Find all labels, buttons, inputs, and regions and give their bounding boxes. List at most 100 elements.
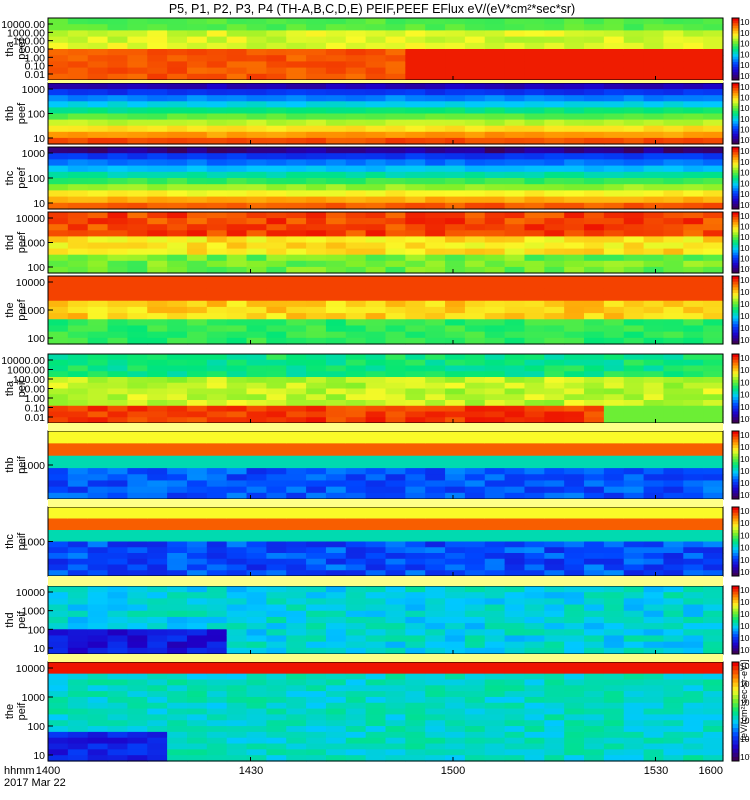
heatmap-cell: [325, 461, 347, 469]
colorbar-swatch: [732, 555, 739, 560]
heatmap-cell: [464, 388, 486, 395]
colorbar-tick-label: 10³: [740, 135, 750, 145]
colorbar-swatch: [732, 98, 739, 102]
heatmap-cell: [425, 604, 446, 612]
heatmap-cell: [206, 319, 228, 327]
heatmap-cell: [385, 411, 406, 418]
heatmap-cell: [564, 83, 585, 90]
heatmap-cell: [167, 55, 188, 62]
heatmap-cell: [663, 708, 684, 716]
heatmap-cell: [484, 49, 506, 56]
heatmap-cell: [306, 541, 327, 548]
heatmap-cell: [663, 266, 684, 274]
colorbar-tick-label: 10⁵: [740, 466, 750, 476]
heatmap-cell: [345, 394, 367, 401]
heatmap-cell: [405, 524, 426, 531]
heatmap-cell: [306, 564, 327, 571]
heatmap-cell: [524, 248, 545, 256]
heatmap-cell: [564, 708, 585, 716]
heatmap-cell: [345, 119, 367, 127]
heatmap-cell: [425, 570, 446, 577]
heatmap-cell: [147, 300, 168, 308]
heatmap-cell: [544, 592, 565, 599]
colorbar-swatch: [732, 732, 739, 737]
heatmap-cell: [107, 107, 129, 115]
heatmap-cell: [345, 647, 367, 655]
heatmap-cell: [623, 190, 645, 198]
heatmap-cell: [107, 388, 129, 395]
heatmap-cell: [147, 431, 168, 438]
heatmap-cell: [325, 354, 347, 361]
heatmap-cell: [325, 190, 347, 198]
heatmap-cell: [67, 254, 89, 262]
heatmap-cell: [127, 604, 148, 612]
heatmap-cell: [325, 242, 347, 250]
heatmap-cell: [167, 708, 188, 716]
heatmap-cell: [325, 518, 347, 525]
heatmap-cell: [107, 212, 129, 219]
heatmap-cell: [345, 190, 367, 198]
heatmap-cell: [325, 647, 347, 655]
heatmap-cell: [405, 431, 426, 438]
heatmap-cell: [683, 755, 704, 762]
heatmap-cell: [683, 49, 704, 56]
heatmap-cell: [564, 61, 585, 69]
heatmap-cell: [127, 184, 148, 191]
heatmap-cell: [663, 325, 684, 333]
heatmap-cell: [584, 679, 605, 686]
heatmap-cell: [87, 647, 109, 655]
colorbar-swatch: [732, 77, 739, 81]
heatmap-cell: [405, 276, 426, 283]
heatmap-cell: [504, 377, 526, 384]
heatmap-cell: [167, 67, 188, 75]
heatmap-cell: [365, 137, 387, 145]
heatmap-cell: [206, 623, 228, 630]
heatmap-cell: [584, 276, 605, 283]
heatmap-cell: [266, 592, 287, 599]
heatmap-cell: [127, 714, 148, 721]
heatmap-cell: [286, 685, 307, 692]
heatmap-cell: [266, 313, 287, 320]
heatmap-cell: [464, 691, 486, 698]
heatmap-cell: [147, 101, 168, 108]
heatmap-cell: [484, 696, 506, 704]
heatmap-cell: [564, 113, 585, 121]
heatmap-cell: [87, 218, 109, 225]
heatmap-cell: [345, 224, 367, 231]
heatmap-cell: [147, 319, 168, 327]
heatmap-cell: [286, 720, 307, 727]
colorbar-swatch: [732, 388, 739, 392]
heatmap-cell: [464, 202, 486, 210]
heatmap-cell: [425, 236, 446, 244]
heatmap-cell: [186, 394, 208, 401]
heatmap-cell: [345, 260, 367, 268]
heatmap-cell: [703, 171, 724, 179]
heatmap-cell: [87, 212, 109, 219]
heatmap-cell: [147, 564, 168, 571]
heatmap-cell: [564, 480, 585, 488]
heatmap-cell: [703, 42, 724, 50]
heatmap-cell: [246, 610, 267, 618]
heatmap-cell: [325, 535, 347, 543]
heatmap-cell: [683, 294, 704, 302]
colorbar-swatch: [732, 206, 739, 210]
heatmap-cell: [286, 377, 307, 384]
heatmap-cell: [623, 266, 645, 274]
heatmap-cell: [663, 230, 684, 237]
heatmap-cell: [147, 696, 168, 704]
y-tick-label: 100: [27, 624, 45, 636]
colorbar-swatch: [732, 324, 739, 328]
heatmap-cell: [405, 635, 426, 643]
heatmap-cell: [345, 592, 367, 599]
heatmap-cell: [167, 276, 188, 283]
heatmap-cell: [663, 218, 684, 225]
heatmap-cell: [48, 190, 69, 198]
heatmap-cell: [385, 679, 406, 686]
heatmap-cell: [87, 673, 109, 681]
heatmap-cell: [87, 461, 109, 469]
heatmap-cell: [405, 337, 426, 345]
heatmap-cell: [445, 184, 466, 191]
heatmap-cell: [325, 604, 347, 612]
heatmap-cell: [345, 641, 367, 649]
heatmap-cell: [345, 282, 367, 289]
